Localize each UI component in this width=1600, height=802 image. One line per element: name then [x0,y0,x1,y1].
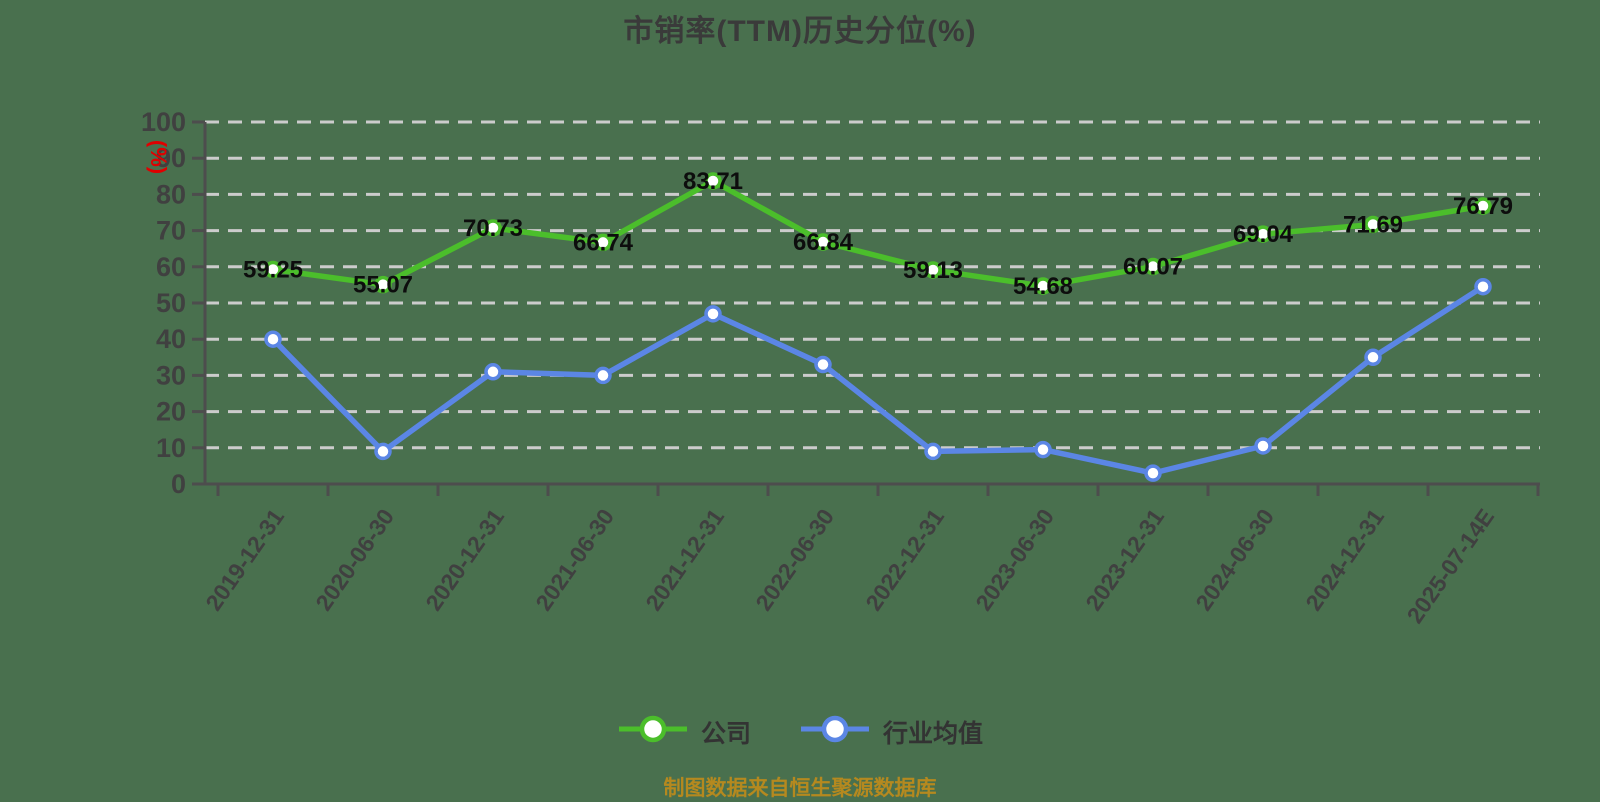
legend-item-company[interactable]: 公司 [617,712,751,751]
y-tick-label: 10 [156,433,186,463]
data-point[interactable] [594,233,612,252]
data-point-value-label: 60.07 [1123,254,1183,281]
data-point[interactable] [1144,464,1162,482]
axes: 0 10 20 30 40 50 60 70 80 90 100 2019-12-31 2020-06-… [141,107,1540,628]
x-tick-label: 2021-06-30 [530,504,619,615]
data-point[interactable] [1144,257,1162,276]
data-point[interactable] [594,366,612,385]
data-point[interactable] [1364,348,1382,367]
industry-series-marker-icon [799,712,871,751]
legend-label-company: 公司 [700,719,751,748]
data-point-value-label: 59.25 [243,257,303,284]
gridlines [205,120,1540,450]
y-tick-label: 70 [156,216,186,246]
data-point[interactable] [704,305,722,323]
x-tick-label: 2023-12-31 [1080,504,1169,615]
x-tick-label: 2020-12-31 [420,504,509,615]
x-tick-label: 2024-12-31 [1300,504,1389,615]
data-point[interactable] [1364,215,1382,234]
y-tick-label: 100 [141,107,186,137]
data-point-value-label: 54.68 [1013,273,1073,300]
data-point[interactable] [1034,277,1052,295]
data-point[interactable] [1254,225,1272,243]
data-point[interactable] [484,363,502,381]
x-tick-label: 2023-06-30 [970,504,1059,615]
line-chart-canvas: 0 10 20 30 40 50 60 70 80 90 100 2019-12-31 2020-06-… [141,107,1540,628]
y-tick-label: 50 [156,288,186,318]
y-tick-label: 0 [171,469,186,499]
data-source-caption: 制图数据来自恒生聚源数据库 [663,777,937,800]
x-tick-label: 2019-12-31 [200,504,289,615]
data-point[interactable] [264,260,282,279]
legend-item-industry-average[interactable]: 行业均值 [799,712,983,751]
data-point[interactable] [704,172,722,190]
y-tick-label: 40 [156,324,186,354]
data-point[interactable] [814,355,832,374]
chart-legend: 公司 行业均值 [0,712,1600,751]
y-axis-unit-label: (%) [146,140,171,174]
x-tick-label: 2022-12-31 [860,504,949,615]
data-point-value-label: 55.07 [353,272,413,299]
data-point[interactable] [1474,277,1492,296]
data-point[interactable] [1254,437,1272,455]
data-point-value-label: 76.79 [1453,193,1513,220]
data-point[interactable] [1474,197,1492,215]
x-tick-label: 2025-07-14E [1402,504,1500,628]
data-point[interactable] [264,330,282,348]
y-tick-label: 90 [156,143,186,173]
data-point[interactable] [924,442,942,461]
y-tick-label: 20 [156,397,186,427]
x-tick-label: 2021-12-31 [640,504,729,615]
data-point[interactable] [924,261,942,279]
data-point-value-label: 69.04 [1233,221,1294,248]
series-industry-average [264,277,1492,482]
data-point[interactable] [484,219,502,237]
data-point-value-label: 66.74 [573,229,634,256]
data-point-value-label: 70.73 [463,215,523,242]
series-line [270,178,1486,289]
series-company: 59.25 55.07 70.73 66.74 83.71 66.84 59.13 54.68… [243,168,1513,300]
data-point-value-label: 71.69 [1343,211,1403,238]
chart-title: 市销率(TTM)历史分位(%) [623,15,977,48]
y-tick-label: 60 [156,252,186,282]
y-tick-label: 30 [156,360,186,390]
legend-label-industry-average: 行业均值 [883,719,984,748]
x-tick-label: 2022-06-30 [750,504,839,615]
x-tick-label: 2020-06-30 [310,504,399,615]
company-series-marker-icon [617,712,689,751]
data-point[interactable] [1034,440,1052,459]
data-point-value-label: 59.13 [903,257,963,284]
x-tick-label: 2024-06-30 [1190,504,1279,615]
data-point[interactable] [374,275,392,294]
series-line [270,283,1486,476]
data-point-value-label: 66.84 [793,229,854,256]
data-point[interactable] [814,233,832,251]
y-tick-label: 80 [156,179,186,209]
data-point-value-label: 83.71 [683,168,743,195]
data-point[interactable] [374,442,392,461]
